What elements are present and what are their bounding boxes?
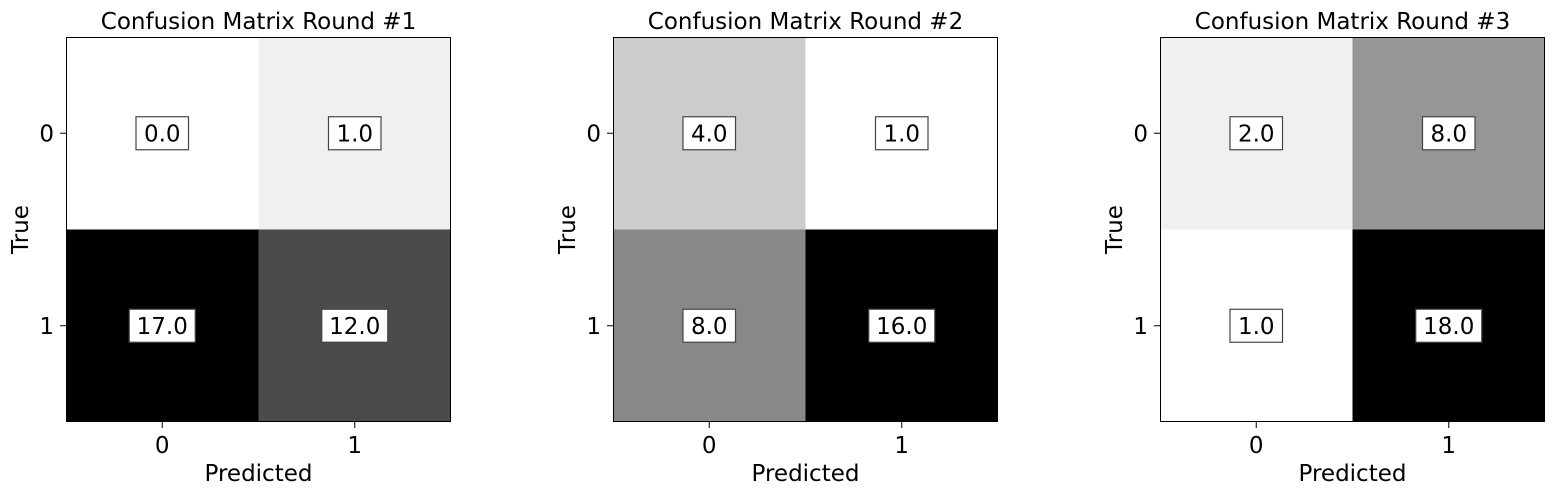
cell-value-box	[682, 308, 737, 343]
cell-value-label: 1.0	[883, 121, 920, 147]
cell-value-label: 8.0	[1430, 121, 1467, 147]
cell-value-box	[327, 116, 382, 151]
y-axis-label: True	[8, 205, 34, 255]
heatmap-panel-1: Confusion Matrix Round #1 0.0 1.0 17.0 12.0 0…	[8, 9, 451, 487]
y-axis-label: True	[555, 205, 581, 255]
cell-value-box	[1421, 116, 1476, 151]
cell-value-box	[868, 308, 936, 343]
heatmap-panel-3: Confusion Matrix Round #3 2.0 8.0 1.0 18.0 0 1…	[1102, 9, 1545, 487]
cell-value-label: 16.0	[876, 314, 927, 340]
y-tick-label: 0	[586, 121, 601, 147]
x-axis-label: Predicted	[1299, 461, 1407, 487]
x-tick-label: 0	[155, 433, 170, 459]
cell-value-box	[321, 308, 389, 343]
cell-value-label: 12.0	[329, 314, 380, 340]
cell-value-label: 8.0	[691, 314, 728, 340]
cell-value-label: 1.0	[336, 121, 373, 147]
cell-value-label: 0.0	[144, 121, 181, 147]
chart-title: Confusion Matrix Round #3	[1195, 9, 1510, 35]
heatmap-panel-2: Confusion Matrix Round #2 4.0 1.0 8.0 16.0 0 1…	[555, 9, 998, 487]
y-tick-label: 1	[1133, 314, 1148, 340]
x-tick-label: 0	[702, 433, 717, 459]
chart-title: Confusion Matrix Round #1	[101, 9, 416, 35]
x-axis-label: Predicted	[205, 461, 313, 487]
cell-value-label: 17.0	[137, 314, 188, 340]
y-tick-label: 1	[39, 314, 54, 340]
cell-value-box	[135, 116, 190, 151]
y-tick-label: 0	[39, 121, 54, 147]
x-tick-label: 0	[1249, 433, 1264, 459]
x-tick-label: 1	[1441, 433, 1456, 459]
cell-value-box	[1229, 116, 1284, 151]
y-tick-label: 1	[586, 314, 601, 340]
x-axis-label: Predicted	[752, 461, 860, 487]
cell-value-label: 4.0	[691, 121, 728, 147]
y-axis-label: True	[1102, 205, 1128, 255]
cell-value-label: 2.0	[1238, 121, 1275, 147]
cell-value-label: 18.0	[1423, 314, 1474, 340]
cell-value-box	[682, 116, 737, 151]
plot-frame	[613, 37, 998, 422]
cell-value-box	[1229, 308, 1284, 343]
chart-title: Confusion Matrix Round #2	[648, 9, 963, 35]
cell-value-box	[874, 116, 929, 151]
x-tick-label: 1	[347, 433, 362, 459]
cell-value-label: 1.0	[1238, 314, 1275, 340]
x-tick-label: 1	[894, 433, 909, 459]
cell-value-box	[1415, 308, 1483, 343]
plot-frame	[66, 37, 451, 422]
y-tick-label: 0	[1133, 121, 1148, 147]
plot-frame	[1160, 37, 1545, 422]
cell-value-box	[128, 308, 196, 343]
